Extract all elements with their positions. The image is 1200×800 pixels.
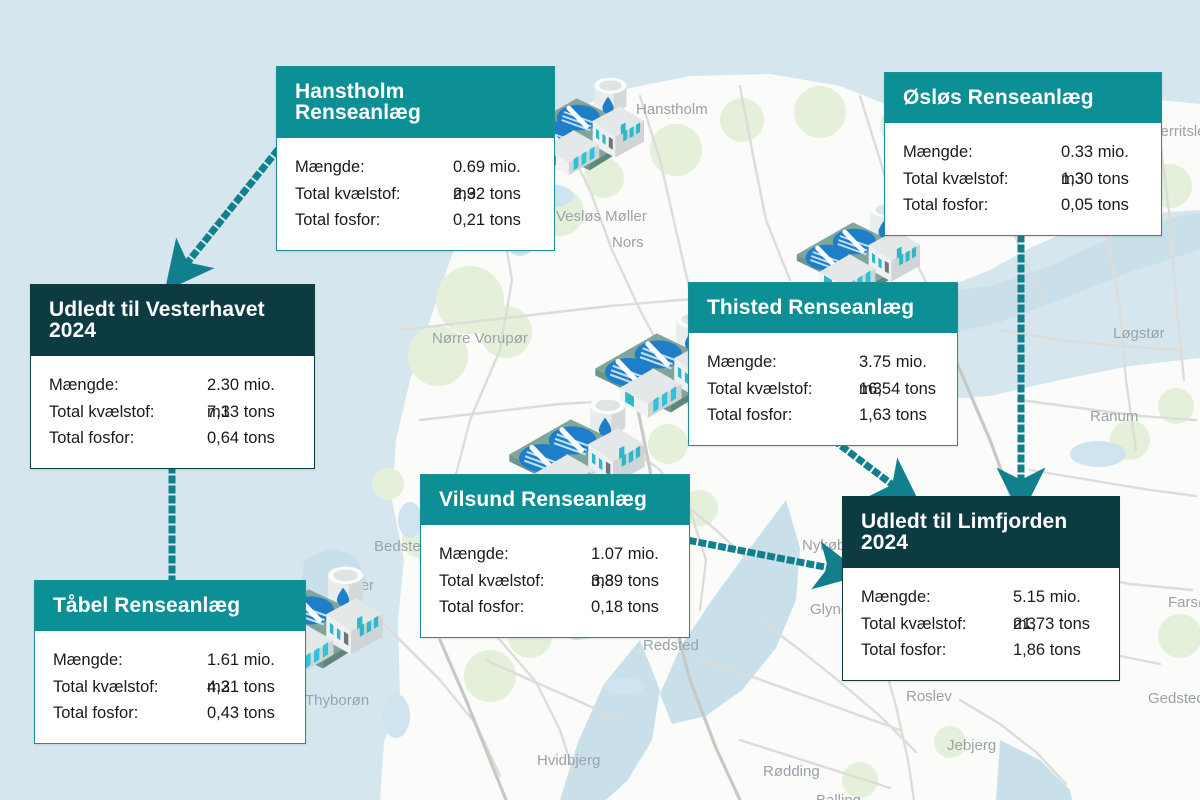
row-value: 5.15 mio. m3 (1013, 588, 1081, 633)
row-value: 2.30 mio. m3 (207, 376, 275, 421)
row-value: 4,21 tons (207, 677, 275, 696)
row-label: Total fosfor: (49, 429, 135, 448)
card-oslos[interactable]: Øsløs Renseanlæg Mængde: 0.33 mio. m3 Tot… (884, 72, 1162, 237)
row-label: Mængde: (49, 376, 119, 394)
row-label: Total kvælstof: (53, 677, 159, 696)
map-place-label: Gedsted (1148, 690, 1200, 707)
map-place-label: Thyborøn (305, 692, 370, 709)
row-value: 0.69 mio. m3 (453, 158, 521, 203)
card-vesterhavet[interactable]: Udledt til Vesterhavet 2024 Mængde: 2.30 … (30, 284, 315, 470)
row-kvaelstof: Total kvælstof: 3,89 tons (439, 568, 671, 595)
map-place-label: Hvidbjerg (537, 752, 601, 769)
card-tabel[interactable]: Tåbel Renseanlæg Mængde: 1.61 mio. m3 Tot… (34, 580, 306, 745)
row-value: 1,86 tons (1013, 641, 1081, 660)
row-kvaelstof: Total kvælstof: 4,21 tons (53, 674, 287, 701)
row-fosfor: Total fosfor: 0,43 tons (53, 700, 287, 727)
row-fosfor: Total fosfor: 0,64 tons (49, 425, 296, 452)
arrow-thisted-to-limfjorden (823, 431, 922, 507)
row-label: Total kvælstof: (295, 184, 401, 203)
row-label: Mængde: (861, 588, 931, 606)
row-label: Total fosfor: (439, 598, 525, 617)
map-place-label: Hanstholm (636, 101, 708, 118)
row-value: 16,54 tons (859, 379, 937, 398)
row-value: 1.61 mio. m3 (207, 651, 275, 696)
card-title: Vilsund Renseanlæg (421, 475, 689, 525)
arrow-vilsund-to-limfjorden (687, 536, 865, 590)
card-title: Tåbel Renseanlæg (35, 581, 305, 631)
row-value: 0,05 tons (1061, 196, 1129, 215)
card-title: Øsløs Renseanlæg (885, 73, 1161, 123)
map-place-label: Farsø (1168, 594, 1200, 611)
row-maengde: Mængde: 1.61 mio. m3 (53, 647, 287, 696)
row-label: Total fosfor: (53, 704, 139, 723)
map-place-label: Roslev (906, 688, 952, 705)
map-place-label: Nors (612, 234, 644, 251)
card-title: Hanstholm Renseanlæg (277, 67, 554, 138)
row-value: 1.07 mio. m3 (591, 545, 659, 590)
row-kvaelstof: Total kvælstof: 2,92 tons (295, 181, 536, 208)
row-label: Total kvælstof: (49, 402, 155, 421)
row-value: 0,18 tons (591, 598, 659, 617)
map-place-label: Nørre Vorupør (432, 330, 528, 347)
row-kvaelstof: Total kvælstof: 21,73 tons (861, 611, 1101, 638)
row-value: 1,63 tons (859, 406, 927, 425)
card-vilsund[interactable]: Vilsund Renseanlæg Mængde: 1.07 mio. m3 T… (420, 474, 690, 639)
row-value: 0,64 tons (207, 429, 275, 448)
card-title: Udledt til Vesterhavet 2024 (31, 285, 314, 356)
row-kvaelstof: Total kvælstof: 1,30 tons (903, 166, 1143, 193)
map-place-label: Ranum (1090, 408, 1139, 425)
map-place-label: Rødding (763, 763, 820, 780)
row-maengde: Mængde: 5.15 mio. m3 (861, 584, 1101, 633)
row-value: 0,43 tons (207, 704, 275, 723)
row-label: Total fosfor: (707, 406, 793, 425)
row-label: Mængde: (439, 545, 509, 563)
row-value: 21,73 tons (1013, 614, 1091, 633)
row-label: Total kvælstof: (903, 169, 1009, 188)
map-place-label: Løgstør (1113, 325, 1165, 342)
row-kvaelstof: Total kvælstof: 7,13 tons (49, 399, 296, 426)
row-value: 3,89 tons (591, 571, 659, 590)
map-place-label: Redsted (643, 637, 699, 654)
row-value: 0.33 mio. m3 (1061, 143, 1129, 188)
arrow-hanstholm-to-vesterhavet (164, 147, 281, 292)
row-value: 0,21 tons (453, 211, 521, 230)
row-fosfor: Total fosfor: 0,05 tons (903, 192, 1143, 219)
row-label: Total fosfor: (861, 641, 947, 660)
row-label: Total kvælstof: (861, 614, 967, 633)
row-value: 1,30 tons (1061, 169, 1129, 188)
row-label: Total kvælstof: (439, 571, 545, 590)
row-value: 3.75 mio. m3 (859, 353, 927, 398)
map-place-label: Jebjerg (947, 737, 997, 754)
row-maengde: Mængde: 1.07 mio. m3 (439, 541, 671, 590)
row-fosfor: Total fosfor: 1,63 tons (707, 402, 939, 429)
row-kvaelstof: Total kvælstof: 16,54 tons (707, 376, 939, 403)
card-hanstholm[interactable]: Hanstholm Renseanlæg Mængde: 0.69 mio. m3… (276, 66, 555, 252)
row-label: Mængde: (707, 353, 777, 371)
row-label: Total fosfor: (903, 196, 989, 215)
row-label: Total fosfor: (295, 211, 381, 230)
row-label: Mængde: (53, 651, 123, 669)
row-label: Total kvælstof: (707, 379, 813, 398)
row-label: Mængde: (295, 158, 365, 176)
row-fosfor: Total fosfor: 0,18 tons (439, 594, 671, 621)
row-value: 2,92 tons (453, 184, 521, 203)
row-maengde: Mængde: 3.75 mio. m3 (707, 349, 939, 398)
row-maengde: Mængde: 2.30 mio. m3 (49, 372, 296, 421)
row-value: 7,13 tons (207, 402, 275, 421)
row-maengde: Mængde: 0.69 mio. m3 (295, 154, 536, 203)
card-title: Udledt til Limfjorden 2024 (843, 497, 1119, 568)
row-label: Mængde: (903, 143, 973, 161)
row-fosfor: Total fosfor: 0,21 tons (295, 207, 536, 234)
map-place-label: Bedsted (374, 538, 430, 555)
card-limfjorden[interactable]: Udledt til Limfjorden 2024 Mængde: 5.15 m… (842, 496, 1120, 682)
row-maengde: Mængde: 0.33 mio. m3 (903, 139, 1143, 188)
card-thisted[interactable]: Thisted Renseanlæg Mængde: 3.75 mio. m3 T… (688, 282, 958, 447)
card-title: Thisted Renseanlæg (689, 283, 957, 333)
map-place-label: Vesløs Møller (556, 208, 647, 225)
map-place-label: Balling (816, 792, 861, 800)
row-fosfor: Total fosfor: 1,86 tons (861, 637, 1101, 664)
